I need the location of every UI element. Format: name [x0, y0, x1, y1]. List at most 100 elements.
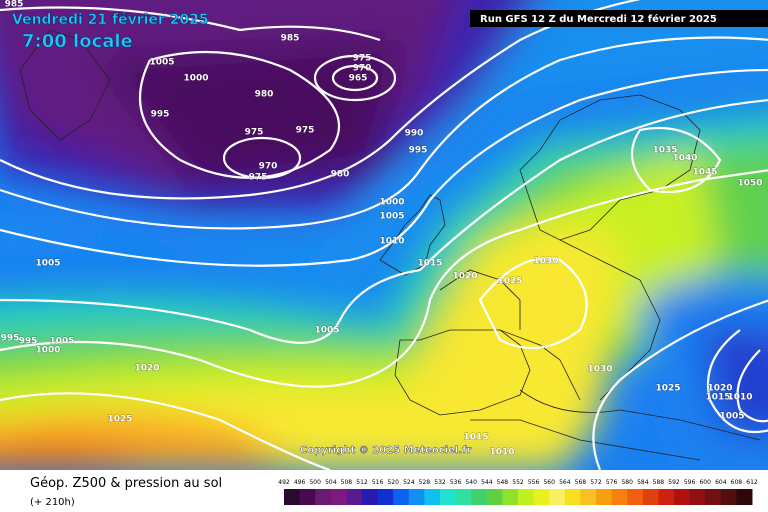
isobar-label: 1005 — [149, 58, 174, 68]
color-swatch — [642, 489, 659, 505]
copyright: Copyright © 2025 Meteociel.fr — [300, 445, 471, 456]
color-swatch — [284, 489, 301, 505]
isobar-label: 1015 — [417, 259, 442, 269]
isobar-label: 1015 — [705, 393, 730, 403]
color-swatch — [611, 489, 628, 505]
color-swatch — [596, 489, 613, 505]
scale-label: 544 — [481, 479, 493, 486]
scale-label: 584 — [637, 479, 649, 486]
isobar-label: 1005 — [49, 337, 74, 347]
isobar-label: 1020 — [707, 384, 732, 394]
isobar-label: 1045 — [692, 168, 717, 178]
footer-title: Géop. Z500 & pression au sol — [30, 476, 222, 491]
color-swatch — [674, 489, 691, 505]
isobar-label: 1005 — [35, 259, 60, 269]
scale-label: 532 — [434, 479, 446, 486]
scale-label: 572 — [590, 479, 602, 486]
scale-label: 604 — [715, 479, 727, 486]
color-swatch — [440, 489, 457, 505]
scale-label: 552 — [512, 479, 524, 486]
isobar-label: 1010 — [727, 393, 752, 403]
color-scale: 492 496 500 504 508 512 516 520 524 528 532 536 540 5… — [278, 479, 758, 505]
scale-label: 612 — [746, 479, 758, 486]
isobar-label: 1025 — [655, 384, 680, 394]
scale-label: 524 — [403, 479, 415, 486]
scale-label: 512 — [356, 479, 368, 486]
color-swatch — [564, 489, 581, 505]
isobar-label: 970 — [353, 64, 372, 74]
color-swatch — [377, 489, 394, 505]
color-swatch — [502, 489, 519, 505]
isobar-label: 1015 — [463, 433, 488, 443]
lead-time: (+ 210h) — [30, 497, 75, 508]
isobar-label: 1005 — [314, 326, 339, 336]
isobar-label: 1030 — [587, 365, 612, 375]
color-swatch — [689, 489, 706, 505]
color-swatch — [736, 489, 753, 505]
color-swatch — [720, 489, 737, 505]
color-swatch — [471, 489, 488, 505]
scale-label: 568 — [575, 479, 587, 486]
scale-label: 556 — [528, 479, 540, 486]
scale-label: 548 — [497, 479, 509, 486]
scale-label: 600 — [699, 479, 711, 486]
scale-label: 588 — [653, 479, 665, 486]
isobar-label: 980 — [255, 90, 274, 100]
scale-label: 592 — [668, 479, 680, 486]
scale-label: 496 — [294, 479, 306, 486]
isobar-label: 1020 — [452, 272, 477, 282]
scale-label: 516 — [372, 479, 384, 486]
isobar-label: 975 — [245, 128, 264, 138]
isobar-label: 1025 — [497, 277, 522, 287]
scale-label: 564 — [559, 479, 571, 486]
color-swatch — [315, 489, 332, 505]
scale-label: 580 — [621, 479, 633, 486]
color-swatch — [549, 489, 566, 505]
scale-label: 520 — [387, 479, 399, 486]
isobar-label: 975 — [296, 126, 315, 136]
color-swatch — [580, 489, 597, 505]
color-swatch — [408, 489, 425, 505]
isobar-label: 985 — [281, 34, 300, 44]
color-swatch — [455, 489, 472, 505]
isobar-label: 1005 — [379, 212, 404, 222]
local-time: 7:00 locale — [22, 31, 133, 52]
isobar-label: 1030 — [533, 257, 558, 267]
isobar-label: 1010 — [379, 237, 404, 247]
isobar-label: 1005 — [719, 412, 744, 422]
color-swatch — [627, 489, 644, 505]
valid-date: Vendredi 21 février 2025 — [12, 12, 209, 28]
isobar-label: 965 — [349, 74, 368, 84]
scale-label: 576 — [606, 479, 618, 486]
color-swatch — [362, 489, 379, 505]
color-swatch — [658, 489, 675, 505]
scale-label: 540 — [465, 479, 477, 486]
z500-field — [0, 0, 768, 470]
isobar-label: 995 — [19, 337, 38, 347]
isobar-label: 995 — [1, 334, 20, 344]
run-banner — [470, 10, 768, 27]
isobar-label: 1040 — [672, 154, 697, 164]
color-swatch — [424, 489, 441, 505]
scale-label: 596 — [684, 479, 696, 486]
run-info: Run GFS 12 Z du Mercredi 12 février 2025 — [480, 13, 717, 25]
isobar-label: 1050 — [737, 179, 762, 189]
scale-label: 500 — [309, 479, 321, 486]
color-swatch — [299, 489, 316, 505]
isobar-label: 985 — [5, 0, 24, 10]
isobar-label: 1000 — [183, 74, 208, 84]
color-swatch — [486, 489, 503, 505]
scale-label: 608 — [731, 479, 743, 486]
isobar-label: 980 — [331, 170, 350, 180]
scale-label: 492 — [278, 479, 290, 486]
color-swatch — [518, 489, 535, 505]
isobar-label: 975 — [249, 173, 268, 183]
isobar-label: 1035 — [652, 146, 677, 156]
isobar-label: 1025 — [107, 415, 132, 425]
scale-label: 528 — [419, 479, 431, 486]
scale-label: 508 — [341, 479, 353, 486]
color-swatch — [705, 489, 722, 505]
isobar-label: 1000 — [35, 346, 60, 356]
